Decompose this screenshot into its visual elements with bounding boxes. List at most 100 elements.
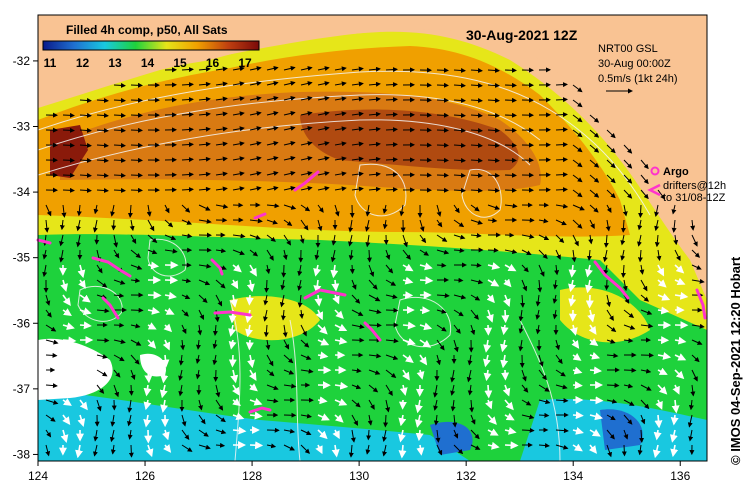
current-vector xyxy=(334,141,347,147)
current-vector xyxy=(538,399,551,405)
current-vector xyxy=(198,429,209,437)
colorbar-tick-label: 15 xyxy=(173,56,187,70)
current-vector xyxy=(351,309,364,316)
current-vector xyxy=(96,337,110,343)
current-vector xyxy=(504,157,517,163)
current-vector xyxy=(96,112,109,118)
current-vector xyxy=(453,112,466,118)
current-vector xyxy=(113,97,126,103)
current-vector xyxy=(283,219,293,226)
current-vector xyxy=(178,369,184,381)
longitude-tick-label: 124 xyxy=(28,469,48,483)
current-vector xyxy=(232,186,245,192)
current-vector xyxy=(521,264,529,273)
current-vector xyxy=(265,339,271,351)
current-vector xyxy=(606,382,620,388)
current-vector xyxy=(143,414,152,428)
current-vector xyxy=(572,443,583,452)
current-vector xyxy=(198,186,211,192)
current-vector xyxy=(130,354,140,365)
current-vector xyxy=(518,309,524,322)
current-vector xyxy=(436,324,447,332)
current-vector xyxy=(147,261,160,270)
current-vector xyxy=(606,324,617,333)
drifter-track xyxy=(293,170,320,192)
current-vector xyxy=(45,204,52,217)
current-vector xyxy=(688,429,694,442)
current-vector xyxy=(249,383,258,392)
current-vector xyxy=(351,126,364,132)
current-vector xyxy=(674,264,685,274)
current-vector xyxy=(402,369,410,381)
current-vector xyxy=(365,204,371,217)
current-vector xyxy=(504,441,519,450)
longitude-tick-label: 130 xyxy=(349,469,369,483)
current-vector xyxy=(588,324,597,335)
current-vector xyxy=(215,141,228,147)
current-vector xyxy=(385,112,398,118)
current-vector xyxy=(96,354,108,359)
current-vector xyxy=(181,127,194,133)
current-vector xyxy=(453,429,459,439)
current-vector xyxy=(266,171,279,176)
current-vector xyxy=(181,294,191,299)
current-vector xyxy=(640,368,652,374)
current-vector xyxy=(351,414,358,426)
current-vector xyxy=(45,309,52,318)
current-vector xyxy=(96,399,102,412)
current-vector xyxy=(96,172,109,178)
current-vector xyxy=(300,66,313,71)
current-vector xyxy=(300,111,313,116)
current-vector xyxy=(436,157,449,163)
current-vector xyxy=(297,294,303,308)
current-vector xyxy=(555,172,568,178)
current-vector xyxy=(317,171,330,177)
current-vector xyxy=(45,324,57,332)
current-vector xyxy=(249,141,262,146)
current-vector xyxy=(584,279,593,294)
current-vector xyxy=(249,126,262,131)
current-vector xyxy=(266,384,279,391)
current-vector xyxy=(283,110,296,116)
current-vector xyxy=(266,203,280,209)
current-vector xyxy=(334,323,348,332)
current-vector xyxy=(215,186,228,192)
current-vector xyxy=(215,429,227,435)
current-vector xyxy=(470,219,483,225)
current-vector xyxy=(331,234,337,246)
latitude-axis: -32 -33 -34 -35 -36 -37 -38 xyxy=(13,54,38,461)
current-vector xyxy=(453,234,466,240)
current-vector xyxy=(402,321,416,330)
current-vector xyxy=(283,140,296,146)
colorbar-tick-label: 11 xyxy=(44,56,57,70)
current-vector xyxy=(572,411,584,420)
current-vector xyxy=(419,262,433,271)
current-vector xyxy=(113,293,125,299)
current-vector xyxy=(334,381,349,390)
current-vector xyxy=(520,294,526,308)
current-vector xyxy=(453,339,459,353)
current-vector xyxy=(181,67,194,73)
current-vector xyxy=(518,324,524,334)
current-vector xyxy=(164,248,178,254)
current-vector xyxy=(215,171,228,177)
current-vectors-black xyxy=(42,65,705,458)
current-vector xyxy=(603,264,609,276)
current-vector xyxy=(487,414,497,425)
current-vector xyxy=(59,219,65,231)
current-vector xyxy=(300,444,311,454)
current-vector xyxy=(331,279,340,292)
current-vector xyxy=(198,156,211,162)
current-vector xyxy=(503,278,512,288)
current-vector xyxy=(232,141,245,147)
current-vector xyxy=(147,234,158,243)
current-vector xyxy=(164,291,177,300)
current-vector xyxy=(606,294,612,308)
current-vector xyxy=(572,129,583,138)
current-vector xyxy=(670,444,679,458)
current-vector xyxy=(232,81,245,87)
current-vector xyxy=(266,354,274,367)
current-vector xyxy=(504,127,517,133)
current-vector xyxy=(657,189,666,200)
current-vector xyxy=(317,141,330,147)
